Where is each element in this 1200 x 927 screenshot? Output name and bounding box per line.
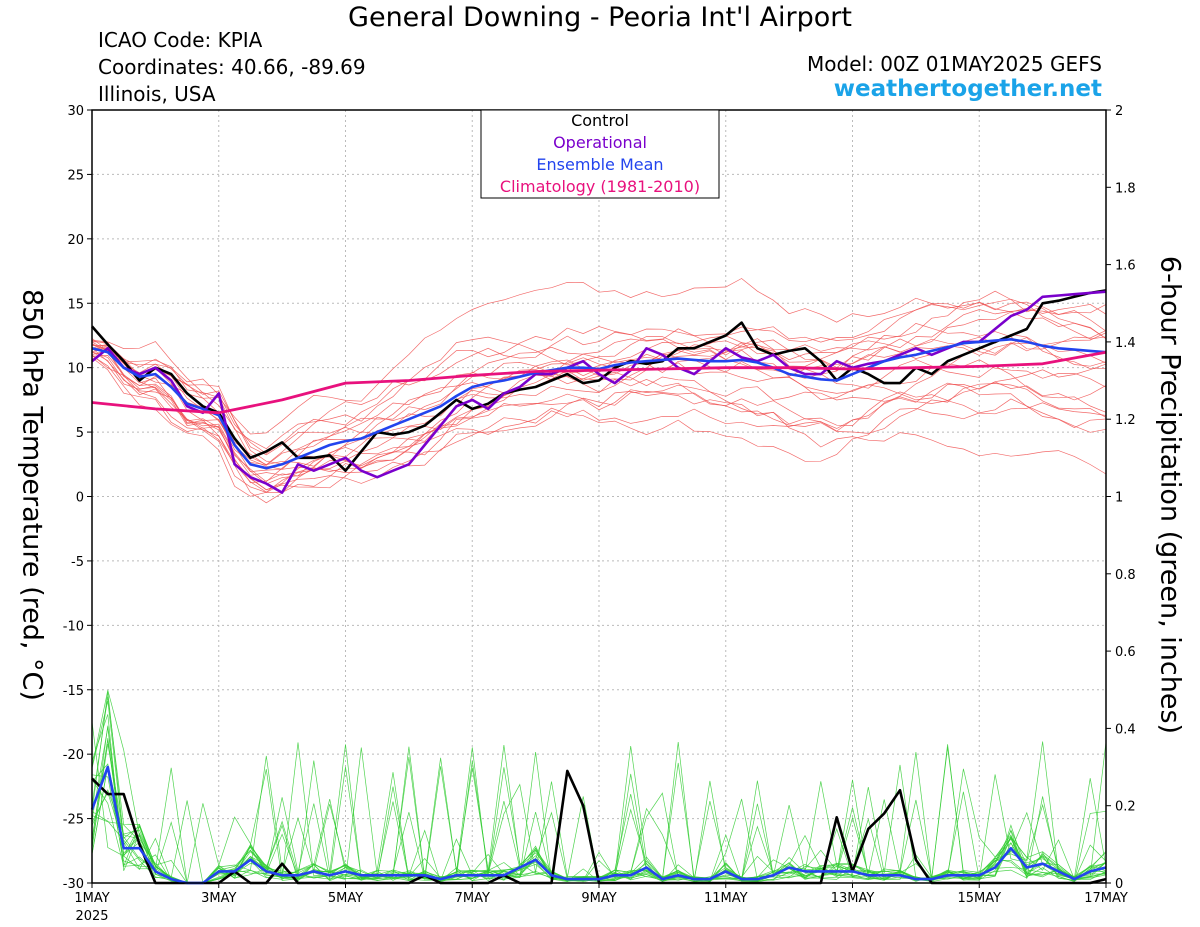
axis-ticks: 302520151050-5-10-15-20-25-3021.81.61.41… [63,104,1136,924]
control-temperature-line [91,289,1107,473]
ensemble-mean-precipitation-line [90,765,1107,885]
y-tick-label-right: 1.4 [1115,336,1136,351]
y-tick-label-right: 0.6 [1115,645,1136,660]
temperature-member-line [91,341,1107,473]
x-tick-label: 13MAY [831,891,875,906]
y-tick-label-right: 0.2 [1115,800,1136,815]
region: Illinois, USA [98,82,216,106]
temperature-member-line [91,347,1107,476]
temperature-member-line [91,351,1107,491]
model-run: Model: 00Z 01MAY2025 GEFS [807,52,1102,76]
y-tick-label-right: 0.4 [1115,722,1136,737]
y-tick-label-left: -5 [71,555,84,570]
legend-box [480,109,720,199]
y-tick-label-left: 0 [76,491,84,506]
y-tick-label-right: 0.8 [1115,568,1136,583]
temperature-member-line [91,323,1107,466]
temperature-member-line [91,339,1107,467]
y-tick-label-left: -20 [63,748,84,763]
legend-operational: Operational [553,133,647,152]
legend-control: Control [571,111,629,130]
x-year-label: 2025 [75,909,108,924]
x-tick-label: 11MAY [704,891,748,906]
y-tick-label-right: 1 [1115,491,1123,506]
icao-code: ICAO Code: KPIA [98,28,263,52]
y-tick-label-left: 25 [67,168,84,183]
x-tick-label: 1MAY [74,891,109,906]
y-tick-label-right: 1.6 [1115,259,1136,274]
site-link[interactable]: weathertogether.net [833,76,1102,102]
x-tick-label: 15MAY [957,891,1001,906]
grid-lines [92,110,1106,883]
x-tick-label: 5MAY [328,891,363,906]
temperature-member-line [91,338,1107,470]
chart-title: General Downing - Peoria Int'l Airport [348,2,852,33]
y-tick-label-left: -10 [63,619,84,634]
y-tick-label-left: 5 [76,426,84,441]
x-tick-label: 3MAY [201,891,236,906]
y-tick-label-right: 0 [1115,877,1123,892]
y-tick-label-right: 2 [1115,104,1123,119]
legend-climatology: Climatology (1981-2010) [500,177,700,196]
legend: Control Operational Ensemble Mean Climat… [480,109,720,199]
y-tick-label-left: 15 [67,297,84,312]
y-tick-label-right: 1.2 [1115,413,1136,428]
y-tick-label-right: 1.8 [1115,181,1136,196]
y-tick-label-left: 30 [67,104,84,119]
temperature-member-line [91,337,1107,465]
y-tick-label-left: 10 [67,362,84,377]
legend-ensemble-mean: Ensemble Mean [536,155,663,174]
x-tick-label: 7MAY [455,891,490,906]
x-tick-label: 9MAY [581,891,616,906]
y-tick-label-left: -30 [63,877,84,892]
temperature-member-line [91,278,1107,435]
temperature-member-line [91,298,1107,454]
y-tick-label-left: -15 [63,684,84,699]
operational-temperature-line [91,290,1107,494]
temperature-member-line [91,304,1107,450]
temperature-member-line [91,311,1107,493]
x-tick-label: 17MAY [1084,891,1128,906]
y-tick-label-left: 20 [67,233,84,248]
temperature-member-line [91,343,1107,493]
y-tick-label-left: -25 [63,813,84,828]
coordinates: Coordinates: 40.66, -89.69 [98,55,366,79]
climatology-1981-2010-temperature-line [91,350,1107,415]
precipitation-member-line [91,745,1107,884]
